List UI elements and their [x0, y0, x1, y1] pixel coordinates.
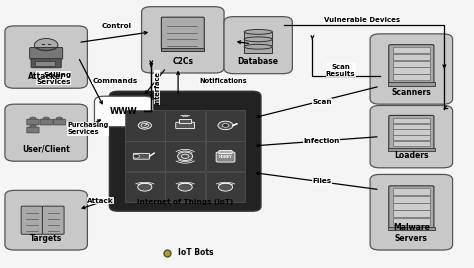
- FancyBboxPatch shape: [224, 17, 292, 74]
- FancyBboxPatch shape: [206, 172, 245, 202]
- Text: Scan
Results: Scan Results: [326, 64, 356, 77]
- Circle shape: [30, 125, 36, 129]
- FancyBboxPatch shape: [393, 188, 429, 195]
- FancyBboxPatch shape: [31, 59, 61, 68]
- Text: Internet of Things (IoT): Internet of Things (IoT): [137, 199, 233, 205]
- Text: Database: Database: [237, 57, 279, 66]
- Text: Scanners: Scanners: [392, 88, 431, 97]
- FancyBboxPatch shape: [370, 106, 453, 168]
- Text: IoT Bots: IoT Bots: [178, 248, 214, 257]
- FancyBboxPatch shape: [165, 141, 205, 172]
- Circle shape: [30, 117, 36, 121]
- Text: Purchasing
Services: Purchasing Services: [67, 122, 109, 135]
- Text: Infection: Infection: [304, 138, 340, 144]
- FancyBboxPatch shape: [161, 48, 204, 51]
- FancyBboxPatch shape: [30, 47, 63, 59]
- Text: Notifications: Notifications: [199, 79, 247, 84]
- FancyBboxPatch shape: [219, 150, 232, 154]
- Circle shape: [222, 124, 229, 127]
- Bar: [244, 47, 273, 53]
- FancyBboxPatch shape: [393, 124, 429, 129]
- Circle shape: [56, 117, 63, 121]
- FancyBboxPatch shape: [206, 141, 245, 172]
- Circle shape: [219, 183, 233, 191]
- FancyBboxPatch shape: [393, 135, 429, 140]
- FancyBboxPatch shape: [5, 104, 87, 161]
- Circle shape: [138, 122, 151, 129]
- Ellipse shape: [244, 37, 273, 42]
- Text: Files: Files: [312, 178, 331, 184]
- FancyBboxPatch shape: [161, 17, 204, 49]
- Text: Selling
Services: Selling Services: [36, 72, 71, 85]
- FancyBboxPatch shape: [109, 91, 261, 211]
- Text: Attack: Attack: [87, 198, 114, 204]
- FancyBboxPatch shape: [393, 61, 429, 67]
- FancyBboxPatch shape: [388, 83, 435, 86]
- FancyBboxPatch shape: [165, 172, 205, 202]
- FancyBboxPatch shape: [393, 67, 429, 74]
- FancyBboxPatch shape: [393, 210, 429, 217]
- FancyBboxPatch shape: [393, 118, 429, 123]
- Text: Commands: Commands: [93, 78, 138, 84]
- FancyBboxPatch shape: [393, 54, 429, 60]
- Text: User/Client: User/Client: [22, 145, 70, 154]
- FancyBboxPatch shape: [42, 206, 64, 234]
- Text: Control: Control: [102, 23, 132, 29]
- FancyBboxPatch shape: [389, 45, 434, 84]
- Circle shape: [138, 183, 152, 191]
- FancyBboxPatch shape: [393, 141, 429, 146]
- FancyBboxPatch shape: [176, 122, 195, 129]
- Bar: [244, 39, 273, 45]
- Circle shape: [43, 117, 49, 121]
- Text: C2Cs: C2Cs: [173, 57, 193, 66]
- Circle shape: [218, 121, 233, 130]
- FancyBboxPatch shape: [388, 148, 435, 151]
- FancyBboxPatch shape: [370, 34, 453, 104]
- FancyBboxPatch shape: [125, 172, 164, 202]
- Text: Interface: Interface: [154, 71, 160, 105]
- Ellipse shape: [244, 29, 273, 34]
- Text: WWW: WWW: [110, 107, 138, 116]
- Ellipse shape: [244, 44, 273, 49]
- FancyBboxPatch shape: [27, 127, 39, 133]
- FancyBboxPatch shape: [125, 110, 164, 141]
- Text: Loaders: Loaders: [394, 151, 428, 160]
- FancyBboxPatch shape: [393, 196, 429, 203]
- FancyBboxPatch shape: [36, 61, 55, 66]
- FancyBboxPatch shape: [393, 203, 429, 210]
- Text: HONEY: HONEY: [219, 155, 232, 159]
- Text: Targets: Targets: [30, 234, 62, 243]
- FancyBboxPatch shape: [21, 206, 43, 234]
- FancyBboxPatch shape: [53, 119, 65, 125]
- FancyBboxPatch shape: [206, 110, 245, 141]
- Bar: [244, 32, 273, 38]
- FancyBboxPatch shape: [389, 116, 434, 150]
- FancyBboxPatch shape: [370, 174, 453, 250]
- FancyBboxPatch shape: [5, 190, 87, 250]
- Text: Malware
Servers: Malware Servers: [393, 223, 430, 243]
- FancyBboxPatch shape: [165, 110, 205, 141]
- Text: Attacker: Attacker: [27, 72, 64, 81]
- FancyBboxPatch shape: [142, 7, 224, 73]
- FancyBboxPatch shape: [27, 119, 39, 125]
- Circle shape: [35, 39, 58, 52]
- FancyBboxPatch shape: [134, 153, 149, 159]
- FancyBboxPatch shape: [393, 74, 429, 80]
- FancyBboxPatch shape: [125, 141, 164, 172]
- Circle shape: [178, 183, 192, 191]
- FancyBboxPatch shape: [393, 218, 429, 225]
- Circle shape: [133, 154, 140, 158]
- FancyBboxPatch shape: [40, 119, 52, 125]
- Text: Vulnerable Devices: Vulnerable Devices: [324, 17, 400, 23]
- FancyBboxPatch shape: [393, 47, 429, 53]
- FancyBboxPatch shape: [179, 119, 191, 123]
- FancyBboxPatch shape: [94, 96, 154, 127]
- FancyBboxPatch shape: [216, 152, 235, 162]
- FancyBboxPatch shape: [389, 186, 434, 228]
- Text: Scan: Scan: [312, 99, 332, 105]
- Circle shape: [178, 152, 193, 161]
- FancyBboxPatch shape: [393, 129, 429, 135]
- FancyBboxPatch shape: [5, 26, 87, 88]
- FancyBboxPatch shape: [388, 227, 435, 230]
